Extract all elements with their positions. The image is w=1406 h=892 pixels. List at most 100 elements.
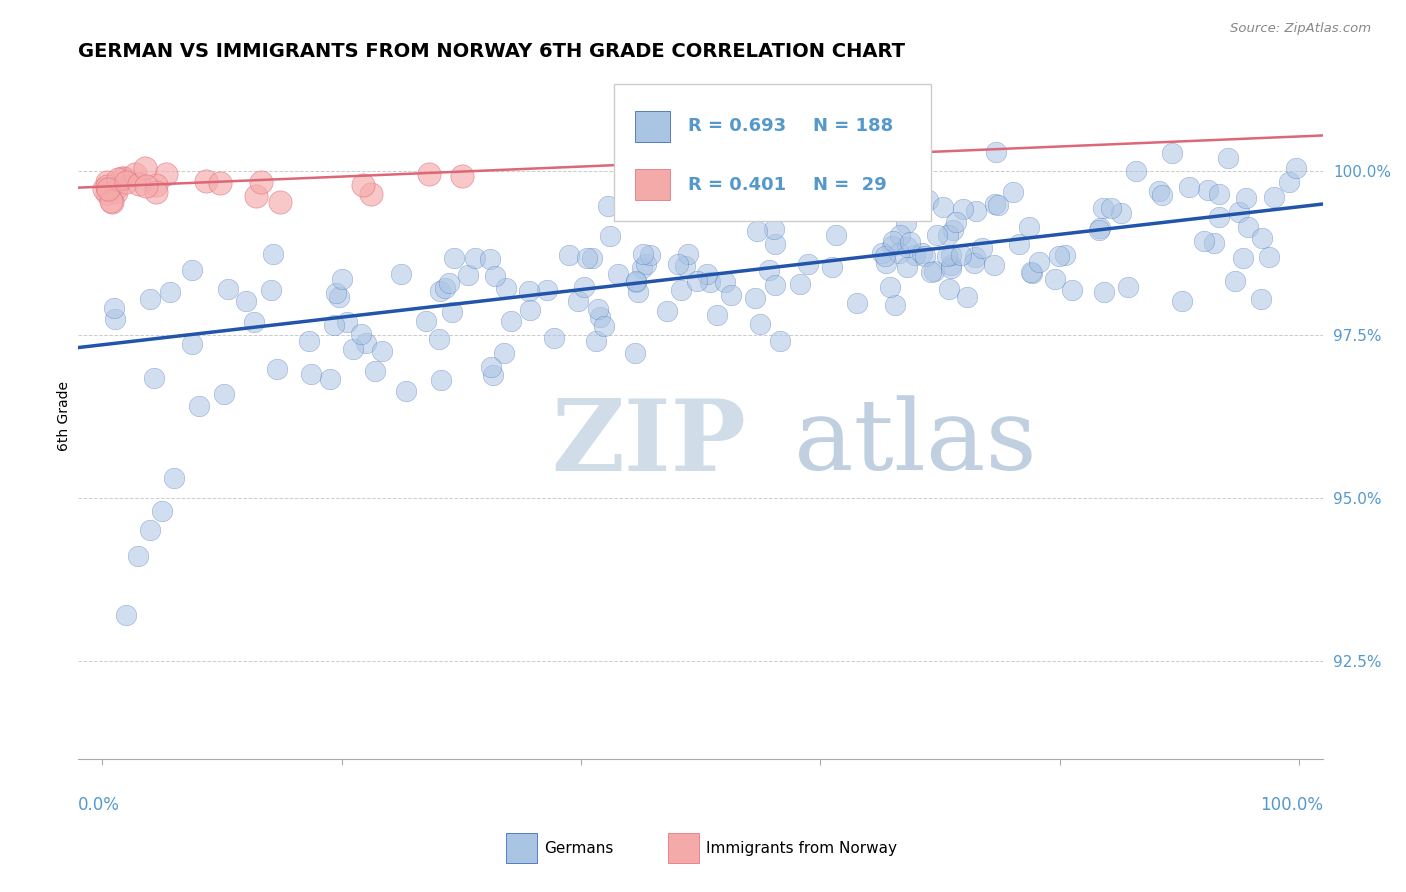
Point: [879, 280, 901, 294]
Point: [956, 290, 979, 304]
Point: [242, 315, 264, 329]
Point: [536, 283, 558, 297]
Point: [114, 170, 136, 185]
Point: [904, 193, 927, 207]
Point: [1002, 186, 1025, 200]
Point: [187, 399, 209, 413]
Point: [887, 246, 910, 260]
Point: [180, 262, 202, 277]
Point: [1250, 292, 1272, 306]
Point: [744, 291, 766, 305]
Point: [763, 278, 786, 293]
Point: [429, 373, 451, 387]
Point: [699, 275, 721, 289]
Point: [1285, 161, 1308, 175]
Point: [391, 268, 413, 282]
Point: [429, 284, 451, 298]
Point: [922, 264, 945, 278]
Point: [686, 275, 709, 289]
Point: [1208, 187, 1230, 202]
Point: [1087, 223, 1109, 237]
Point: [636, 257, 658, 271]
Point: [846, 296, 869, 310]
Point: [349, 326, 371, 341]
Point: [1236, 219, 1258, 234]
Point: [352, 178, 374, 192]
Point: [418, 167, 440, 181]
Text: Immigrants from Norway: Immigrants from Norway: [706, 841, 897, 855]
Point: [572, 280, 595, 294]
Point: [212, 387, 235, 401]
Point: [360, 187, 382, 202]
Point: [1204, 235, 1226, 250]
Point: [606, 267, 628, 281]
Point: [942, 223, 965, 237]
Point: [104, 185, 127, 199]
Point: [585, 334, 607, 348]
Point: [986, 145, 1008, 159]
Point: [714, 275, 737, 289]
Point: [898, 235, 921, 249]
Point: [631, 247, 654, 261]
Point: [945, 215, 967, 229]
Point: [875, 255, 897, 269]
Point: [484, 268, 506, 283]
Point: [1257, 250, 1279, 264]
Point: [873, 250, 896, 264]
Point: [1234, 191, 1257, 205]
Point: [1125, 164, 1147, 178]
Point: [127, 549, 149, 564]
Point: [441, 305, 464, 319]
Point: [336, 315, 359, 329]
Point: [235, 293, 257, 308]
Point: [501, 314, 523, 328]
Point: [1170, 294, 1192, 309]
Point: [1045, 271, 1067, 285]
Point: [581, 251, 603, 265]
Point: [260, 283, 283, 297]
Point: [457, 268, 479, 282]
Point: [128, 177, 150, 191]
Point: [250, 176, 273, 190]
Point: [640, 248, 662, 262]
Text: R = 0.693: R = 0.693: [689, 117, 786, 136]
Point: [1223, 274, 1246, 288]
Point: [342, 343, 364, 357]
Point: [567, 293, 589, 308]
Point: [824, 227, 846, 242]
Point: [1251, 231, 1274, 245]
Point: [1092, 201, 1115, 215]
Point: [669, 283, 692, 297]
Point: [245, 189, 267, 203]
Point: [104, 311, 127, 326]
Point: [97, 182, 120, 196]
Point: [883, 191, 905, 205]
Point: [896, 240, 918, 254]
Point: [96, 186, 118, 200]
Point: [970, 241, 993, 255]
Point: [124, 167, 146, 181]
Point: [575, 251, 598, 265]
Point: [1018, 220, 1040, 235]
Point: [363, 364, 385, 378]
Point: [920, 265, 942, 279]
Point: [262, 247, 284, 261]
Point: [789, 277, 811, 292]
Point: [821, 260, 844, 274]
Point: [150, 504, 173, 518]
Point: [115, 175, 138, 189]
Point: [100, 194, 122, 208]
Point: [139, 292, 162, 306]
Point: [1232, 251, 1254, 265]
Point: [676, 247, 699, 261]
Point: [145, 178, 167, 192]
Point: [1178, 179, 1201, 194]
Point: [101, 195, 124, 210]
Point: [949, 248, 972, 262]
Point: [952, 202, 974, 216]
Point: [96, 178, 118, 193]
Point: [155, 168, 177, 182]
Point: [631, 260, 654, 275]
Point: [983, 258, 1005, 272]
Point: [1054, 248, 1077, 262]
